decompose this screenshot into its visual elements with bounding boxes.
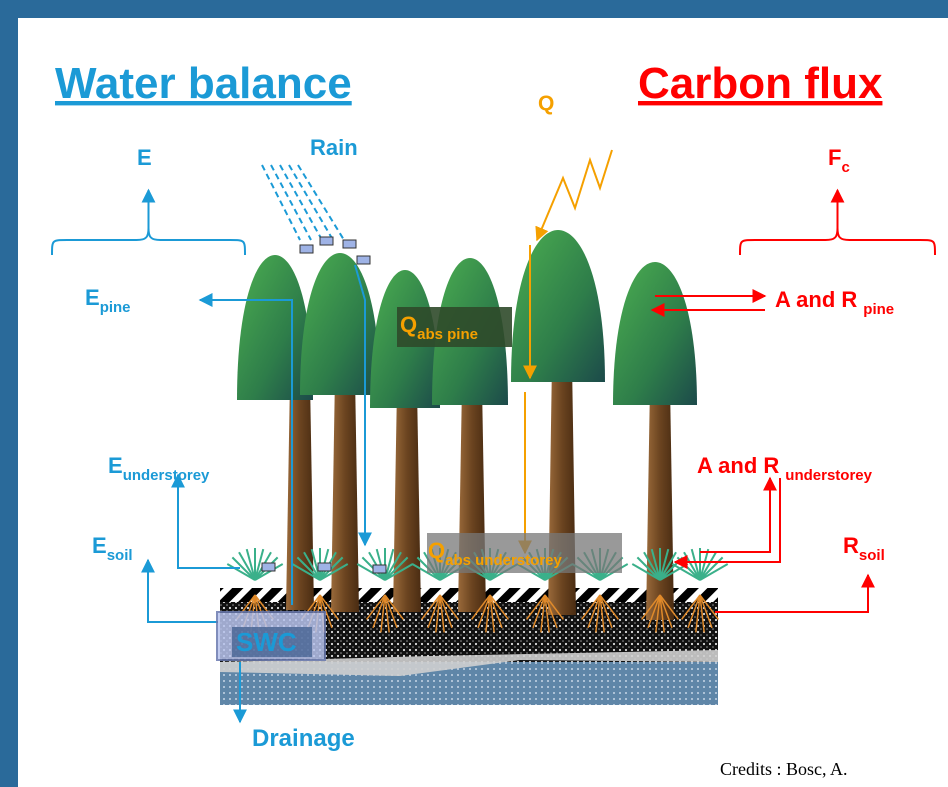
rain-streak [280, 165, 322, 240]
frame-top [0, 0, 948, 18]
a-understorey-arrow [675, 478, 780, 562]
ar-understorey-sub: understorey [785, 467, 872, 484]
crown [613, 262, 697, 405]
radiation-arrow [537, 150, 612, 240]
frame-left [0, 0, 18, 787]
e-understorey-label: Eunderstorey [108, 453, 210, 484]
e-label: E [137, 145, 152, 170]
ar-understorey-main: A and R [697, 453, 779, 478]
e-soil-label: Esoil [92, 533, 133, 564]
rain-streak [262, 165, 300, 240]
e-understorey-sub: understorey [123, 467, 210, 484]
e-brace [52, 228, 245, 255]
water-drop [343, 240, 356, 248]
credits: Credits : Bosc, A. [720, 759, 848, 779]
ar-pine-label: A and R pine [775, 287, 894, 318]
trunk [393, 388, 421, 612]
crown [511, 230, 605, 382]
r-understorey-arrow [700, 478, 770, 552]
drainage-label: Drainage [252, 725, 355, 752]
water-drop [300, 245, 313, 253]
e-pine-main: E [85, 285, 100, 310]
ar-understorey-label: A and R understorey [697, 453, 873, 484]
ar-pine-main: A and R [775, 287, 857, 312]
diagram: Water balance Carbon flux Q E Rain Fc Ep… [0, 0, 948, 787]
ar-pine-sub: pine [863, 301, 894, 318]
water-drop [262, 563, 275, 571]
trunk [548, 362, 576, 615]
fc-brace [740, 228, 935, 255]
r-soil-arrow [715, 575, 868, 612]
carbon-title: Carbon flux [638, 59, 883, 108]
q-abs-pine-sub: abs pine [417, 326, 478, 343]
r-soil-label: Rsoil [843, 533, 885, 564]
q-abs-understorey-main: Q [428, 538, 445, 563]
trunk [646, 385, 674, 620]
fc-label: Fc [828, 145, 850, 176]
r-soil-sub: soil [859, 547, 885, 564]
water-drop [373, 565, 386, 573]
q-label: Q [538, 92, 554, 115]
fc-main: F [828, 145, 841, 170]
water-title: Water balance [55, 59, 352, 108]
fc-sub: c [841, 159, 849, 176]
water-drop [320, 237, 333, 245]
e-soil-arrow [148, 560, 218, 622]
trunk [286, 380, 314, 610]
e-soil-sub: soil [107, 547, 133, 564]
e-pine-sub: pine [100, 299, 131, 316]
e-pine-label: Epine [85, 285, 131, 316]
trunk [458, 385, 486, 612]
e-understorey-main: E [108, 453, 123, 478]
crown [300, 253, 380, 395]
rain-streak [289, 165, 333, 240]
rain-label: Rain [310, 135, 358, 160]
q-abs-understorey-sub: abs understorey [445, 552, 562, 569]
water-drop [357, 256, 370, 264]
swc-label: SWC [236, 627, 297, 657]
r-soil-main: R [843, 533, 859, 558]
e-soil-main: E [92, 533, 107, 558]
q-abs-pine-main: Q [400, 312, 417, 337]
water-drop [318, 563, 331, 571]
e-understorey-arrow [178, 475, 240, 568]
trunk [331, 375, 359, 612]
illustration [52, 150, 935, 722]
